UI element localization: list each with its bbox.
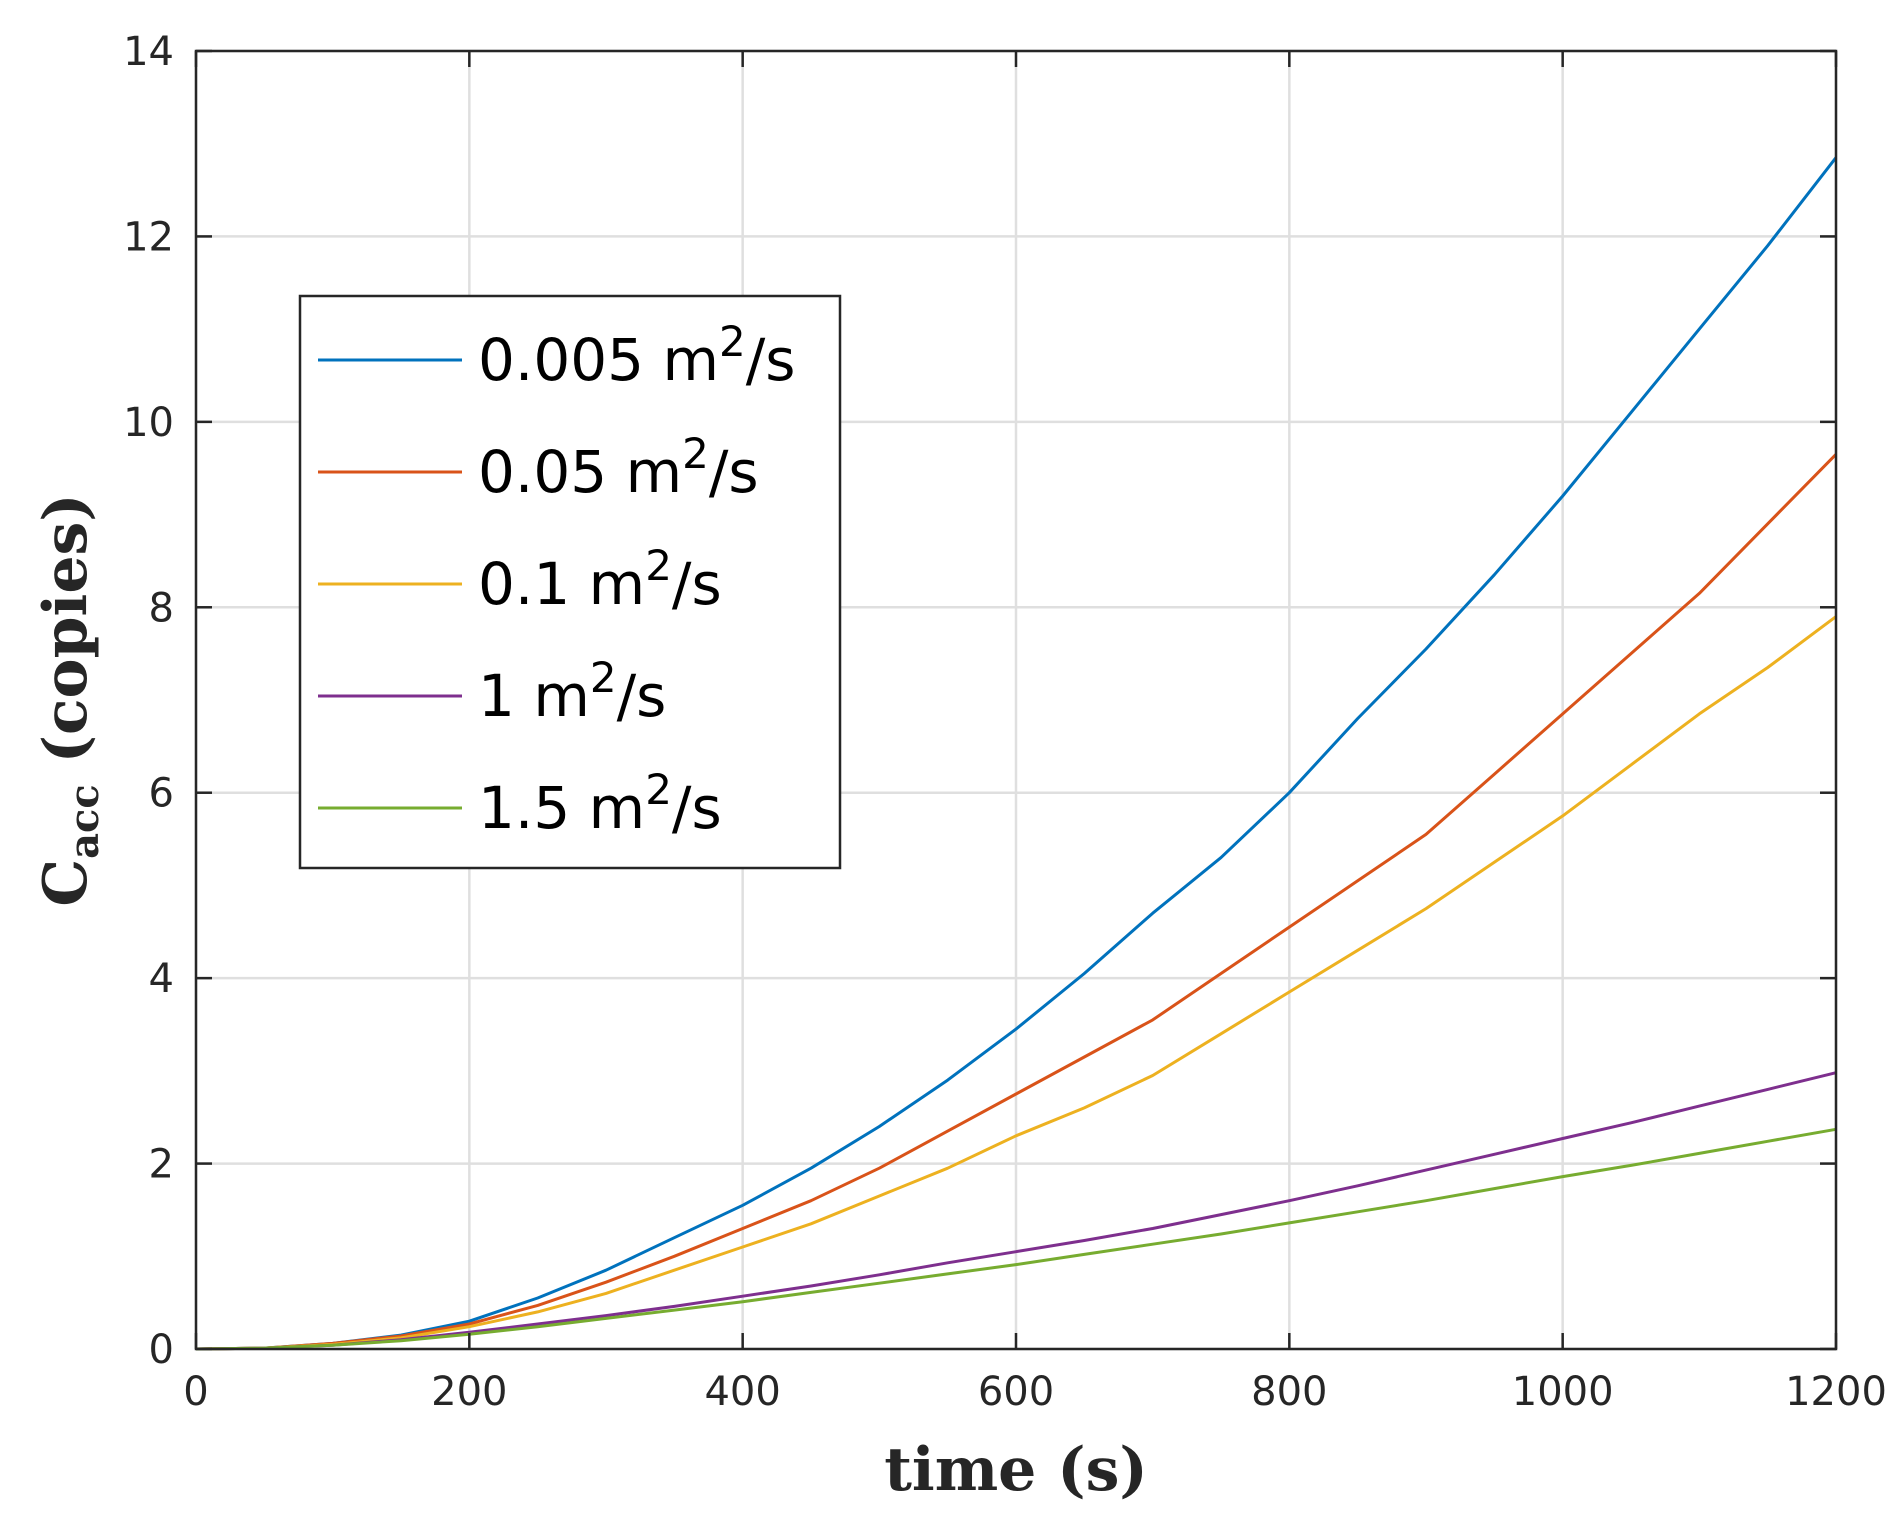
series-line-1	[195, 156, 1838, 1351]
y-tick-label: 2	[149, 1142, 174, 1188]
x-tick-label: 600	[978, 1369, 1054, 1415]
legend-label-1: 0.005 m2/s	[478, 317, 795, 394]
x-tick-label: 1200	[1785, 1369, 1887, 1415]
series-line-4	[195, 1071, 1837, 1351]
legend-label-4: 1 m2/s	[478, 653, 666, 730]
y-axis-title-rest: (copies)	[31, 493, 101, 784]
series-line-3	[195, 615, 1837, 1351]
series-line-2	[195, 453, 1838, 1351]
x-tick-label: 400	[704, 1369, 780, 1415]
y-axis-title-subscript: acc	[61, 784, 108, 859]
x-axis-title: time (s)	[884, 1435, 1148, 1505]
legend-label-5: 1.5 m2/s	[478, 765, 722, 842]
y-tick-label: 6	[149, 771, 174, 817]
y-tick-label: 8	[149, 585, 174, 631]
x-tick-label: 0	[183, 1369, 208, 1415]
y-tick-label: 12	[123, 214, 174, 260]
svg-text:Cacc (copies): Cacc (copies)	[31, 493, 108, 906]
y-axis-title: Cacc (copies)	[31, 493, 108, 906]
x-tick-label: 1000	[1512, 1369, 1614, 1415]
y-tick-label: 14	[123, 29, 174, 75]
x-tick-label: 800	[1251, 1369, 1327, 1415]
axis-ticks: 0 200 400 600 800 1000 1200 0 2 4 6 8 10 12 14	[123, 29, 1887, 1415]
legend-label-2: 0.05 m2/s	[478, 429, 759, 506]
x-tick-label: 200	[431, 1369, 507, 1415]
y-axis-title-main: C	[31, 859, 101, 907]
legend-label-3: 0.1 m2/s	[478, 541, 722, 618]
legend-box	[298, 294, 842, 870]
y-tick-label: 0	[149, 1327, 174, 1373]
y-tick-label: 10	[123, 400, 174, 446]
legend: 0.005 m2/s 0.05 m2/s 0.1 m2/s 1 m2/s 1.5 m2/…	[298, 294, 842, 870]
y-tick-label: 4	[149, 956, 174, 1002]
series-lines	[195, 156, 1838, 1351]
